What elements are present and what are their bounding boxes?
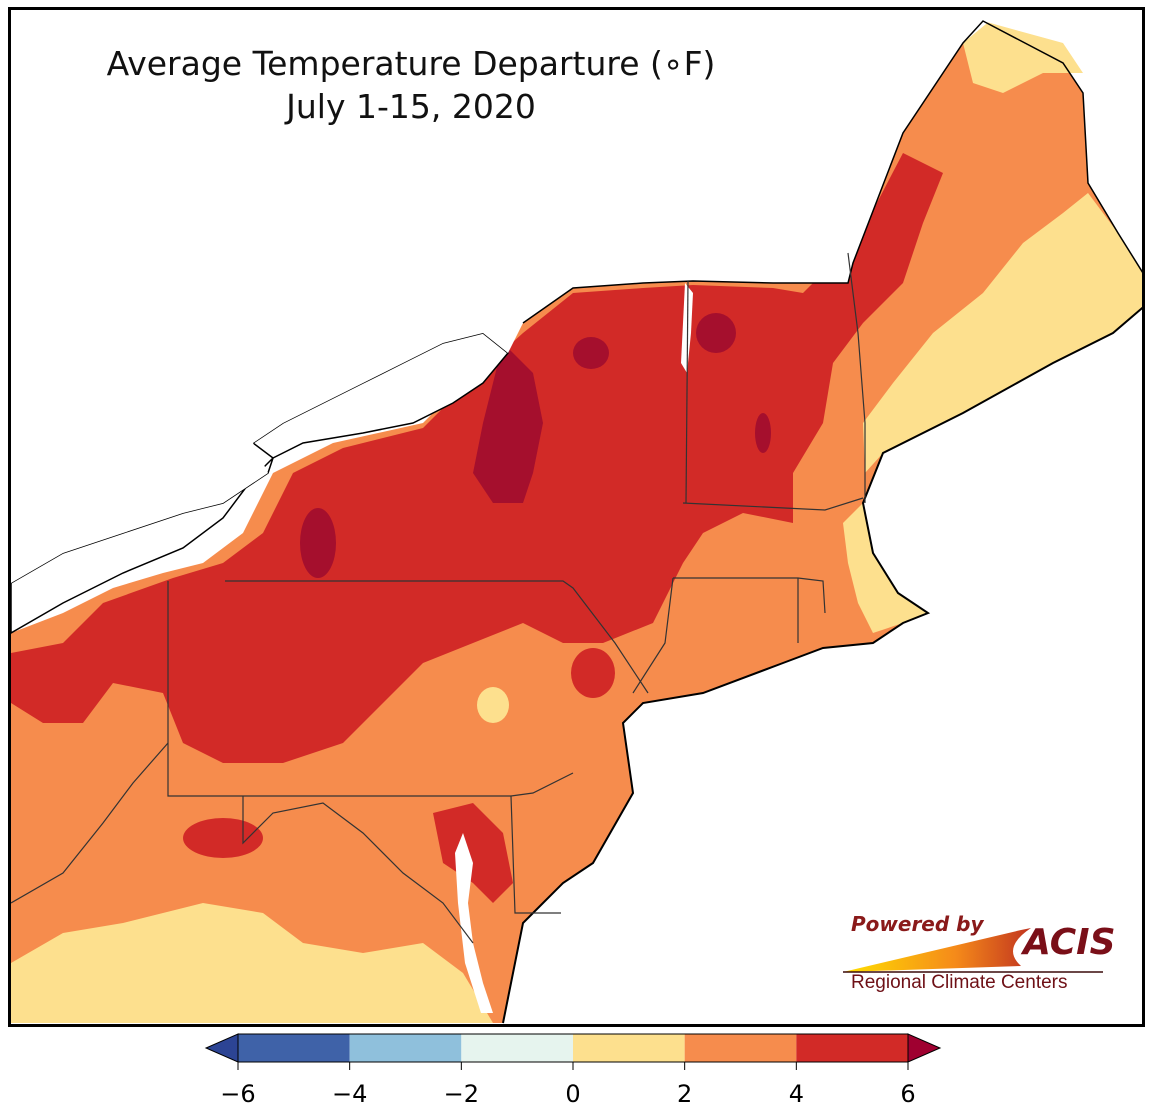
colorbar-over-arrow	[907, 1033, 942, 1063]
colorbar-tick-label: 0	[565, 1080, 581, 1108]
colorbar-tick-label: 6	[900, 1080, 916, 1108]
chesapeake-bay	[455, 833, 493, 1013]
region-above-6-ny-central	[473, 343, 543, 503]
region-0-to-2-capecod	[843, 503, 928, 633]
colorbar-tick-label: −2	[443, 1080, 480, 1108]
region-above-6-vermont	[696, 313, 736, 353]
region-above-6-nh	[755, 413, 771, 453]
region-4-to-6-wv-spot	[183, 818, 263, 858]
colorbar-bin	[461, 1034, 573, 1062]
colorbar-bin	[684, 1034, 797, 1062]
acis-tagline: Regional Climate Centers	[851, 972, 1068, 993]
region-0-to-2-southwest	[11, 903, 493, 1023]
region-4-to-6-maryland	[433, 803, 513, 903]
colorbar-tick-label: −6	[220, 1080, 256, 1108]
colorbar: −6 −4 −2 0 2 4 6	[200, 1030, 950, 1110]
region-0-to-2-pa-spot	[477, 687, 509, 723]
colorbar-tick-label: 2	[677, 1080, 693, 1108]
region-0-to-2-maine-coast	[863, 193, 1142, 473]
region-0-to-2-maine-north	[963, 21, 1083, 93]
state-borders	[11, 252, 866, 944]
colorbar-bin	[796, 1034, 908, 1062]
colorbar-tick-label: −4	[331, 1080, 368, 1108]
map-subtitle: July 1-15, 2020	[286, 87, 536, 126]
map-title: Average Temperature Departure (∘F)	[106, 44, 716, 83]
region-above-6-ny-west	[300, 508, 336, 578]
canada-land-north	[11, 10, 1003, 583]
acis-powered-by: Powered by	[851, 912, 984, 936]
region-4-to-6-nj-spot	[571, 648, 615, 698]
atlantic-ocean	[503, 303, 1142, 1023]
acis-logo: Powered by ACIS Regional Climate Centers	[841, 910, 1131, 1005]
region-above-6-adirondack	[573, 337, 609, 369]
colorbar-bin	[238, 1034, 350, 1062]
colorbar-bin	[573, 1034, 685, 1062]
map-frame: Average Temperature Departure (∘F) July …	[8, 7, 1145, 1027]
canada-border	[522, 20, 1142, 324]
colorbar-under-arrow	[204, 1033, 239, 1063]
colorbar-tick-label: 4	[788, 1080, 804, 1108]
colorbar-bin	[349, 1034, 462, 1062]
temperature-departure-map	[11, 10, 1142, 1024]
coastline	[502, 306, 1142, 1024]
acis-swoosh-graphic	[843, 928, 1103, 973]
acis-name: ACIS	[1023, 922, 1116, 963]
colorbar-graphic	[204, 1033, 942, 1070]
